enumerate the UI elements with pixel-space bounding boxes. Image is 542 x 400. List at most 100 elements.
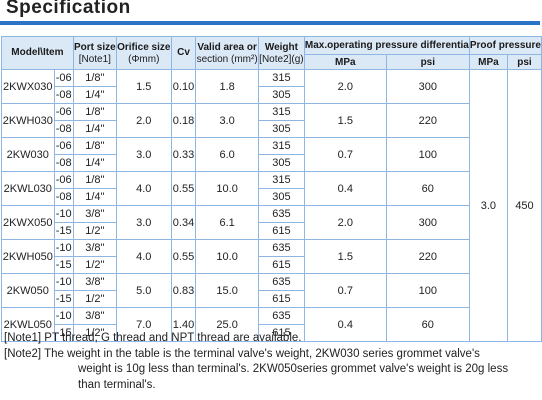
psi-cell: 100 [385, 273, 470, 308]
specification-table: Model\Item Port size [Note1] Orifice siz… [1, 36, 542, 342]
port-size-cell: 1/2" [72, 256, 117, 274]
suffix-cell: -15 [53, 256, 74, 274]
suffix-cell: -06 [53, 137, 74, 155]
model-cell: 2KWX030 [1, 69, 55, 104]
psi-cell: 60 [385, 171, 470, 206]
suffix-cell: -08 [53, 120, 74, 138]
header-proof-psi: psi [506, 54, 542, 70]
port-size-cell: 1/4" [72, 188, 117, 206]
cv-cell: 0.83 [170, 273, 197, 308]
proof-psi-cell: 450 [506, 69, 542, 342]
proof-mpa-cell: 3.0 [468, 69, 508, 342]
suffix-cell: -06 [53, 171, 74, 189]
header-psi: psi [385, 54, 470, 70]
table-row: -15 1/2" 615 [2, 324, 542, 342]
header-orifice-size: Orifice size (Φmm) [115, 36, 172, 70]
orifice-cell: 1.5 [115, 69, 172, 104]
psi-cell: 100 [385, 137, 470, 172]
weight-cell: 635 [257, 273, 305, 291]
header-weight: Weight [Note2](g) [257, 36, 305, 70]
valid-area-cell: 1.8 [195, 69, 259, 104]
table-row: 2KWL030 -06 1/8" 4.0 0.55 10.0 315 0.4 60 [1, 171, 542, 206]
weight-cell: 635 [257, 205, 305, 223]
header-valid-area: Valid area or section (mm²) [195, 36, 259, 70]
header-mpa: MPa [303, 54, 387, 70]
mpa-cell: 0.4 [303, 307, 387, 342]
model-cell: 2KWL030 [1, 171, 55, 206]
table-row: 2KWH050 -10 3/8" 4.0 0.55 10.0 635 1.5 220 [1, 239, 542, 274]
title-underline [0, 21, 540, 25]
header-cv: Cv [170, 36, 197, 70]
model-cell: 2KW030 [1, 137, 55, 172]
header-proof-mpa: MPa [468, 54, 508, 70]
psi-cell: 220 [385, 239, 470, 274]
weight-cell: 615 [257, 222, 305, 240]
cv-cell: 0.10 [170, 69, 197, 104]
notes: [Note1] PT thread, G thread and NPT thre… [4, 331, 540, 393]
cv-cell: 0.34 [170, 205, 197, 240]
suffix-cell: -08 [53, 86, 74, 104]
port-size-cell: 1/2" [72, 222, 117, 240]
cv-cell: 0.55 [170, 239, 197, 274]
port-size-cell: 1/8" [72, 103, 117, 121]
weight-cell: 315 [257, 69, 305, 87]
valid-area-cell: 15.0 [195, 273, 259, 308]
weight-cell: 305 [257, 188, 305, 206]
note-1: [Note1] PT thread, G thread and NPT thre… [4, 332, 302, 344]
table-row: 2KWL050 -10 3/8" 7.0 1.40 25.0 635 0.4 60 [1, 307, 542, 342]
header-proof-pressure: Proof pressure [468, 36, 542, 55]
cv-cell: 0.55 [170, 171, 197, 206]
weight-cell: 305 [257, 86, 305, 104]
orifice-cell: 4.0 [115, 239, 172, 274]
orifice-cell: 5.0 [115, 273, 172, 308]
weight-cell: 315 [257, 171, 305, 189]
suffix-cell: -10 [53, 205, 74, 223]
weight-cell: 305 [257, 120, 305, 138]
suffix-cell: -10 [53, 307, 74, 325]
weight-cell: 615 [257, 290, 305, 308]
psi-cell: 300 [385, 69, 470, 104]
note-2-line-3: than terminal's. [78, 378, 156, 391]
model-cell: 2KW050 [1, 273, 55, 308]
psi-cell: 220 [385, 103, 470, 138]
model-cell: 2KWH030 [1, 103, 55, 138]
weight-cell: 635 [257, 239, 305, 257]
suffix-cell: -06 [53, 69, 74, 87]
port-size-cell: 3/8" [72, 273, 117, 291]
psi-cell: 60 [385, 307, 470, 342]
port-size-cell: 1/2" [72, 324, 117, 342]
cv-cell: 1.40 [170, 307, 197, 342]
orifice-cell: 4.0 [115, 171, 172, 206]
table-row: -15 1/2" 615 [2, 256, 542, 274]
port-size-cell: 3/8" [72, 239, 117, 257]
port-size-cell: 1/4" [72, 120, 117, 138]
suffix-cell: -15 [53, 290, 74, 308]
weight-cell: 635 [257, 307, 305, 325]
header-port-size: Port size [Note1] [72, 36, 117, 70]
port-size-cell: 1/2" [72, 290, 117, 308]
table-row: -08 1/4" 305 [2, 120, 542, 138]
table-row: -08 1/4" 305 [2, 188, 542, 206]
cv-cell: 0.18 [170, 103, 197, 138]
table-row: 2KWX050 -10 3/8" 3.0 0.34 6.1 635 2.0 300 [1, 205, 542, 240]
mpa-cell: 2.0 [303, 69, 387, 104]
weight-cell: 315 [257, 103, 305, 121]
suffix-cell: -15 [53, 222, 74, 240]
mpa-cell: 0.4 [303, 171, 387, 206]
model-cell: 2KWH050 [1, 239, 55, 274]
valid-area-cell: 10.0 [195, 171, 259, 206]
valid-area-cell: 6.1 [195, 205, 259, 240]
mpa-cell: 1.5 [303, 239, 387, 274]
valid-area-cell: 3.0 [195, 103, 259, 138]
suffix-cell: -15 [53, 324, 74, 342]
mpa-cell: 0.7 [303, 273, 387, 308]
suffix-cell: -06 [53, 103, 74, 121]
port-size-cell: 1/4" [72, 154, 117, 172]
table-row: 2KW050 -10 3/8" 5.0 0.83 15.0 635 0.7 100 [1, 273, 542, 308]
suffix-cell: -10 [53, 239, 74, 257]
note-2-line-2: weight is 10g less than terminal's. 2KW0… [78, 363, 509, 375]
port-size-cell: 1/4" [72, 86, 117, 104]
suffix-cell: -08 [53, 154, 74, 172]
valid-area-cell: 25.0 [195, 307, 259, 342]
port-size-cell: 1/8" [72, 137, 117, 155]
